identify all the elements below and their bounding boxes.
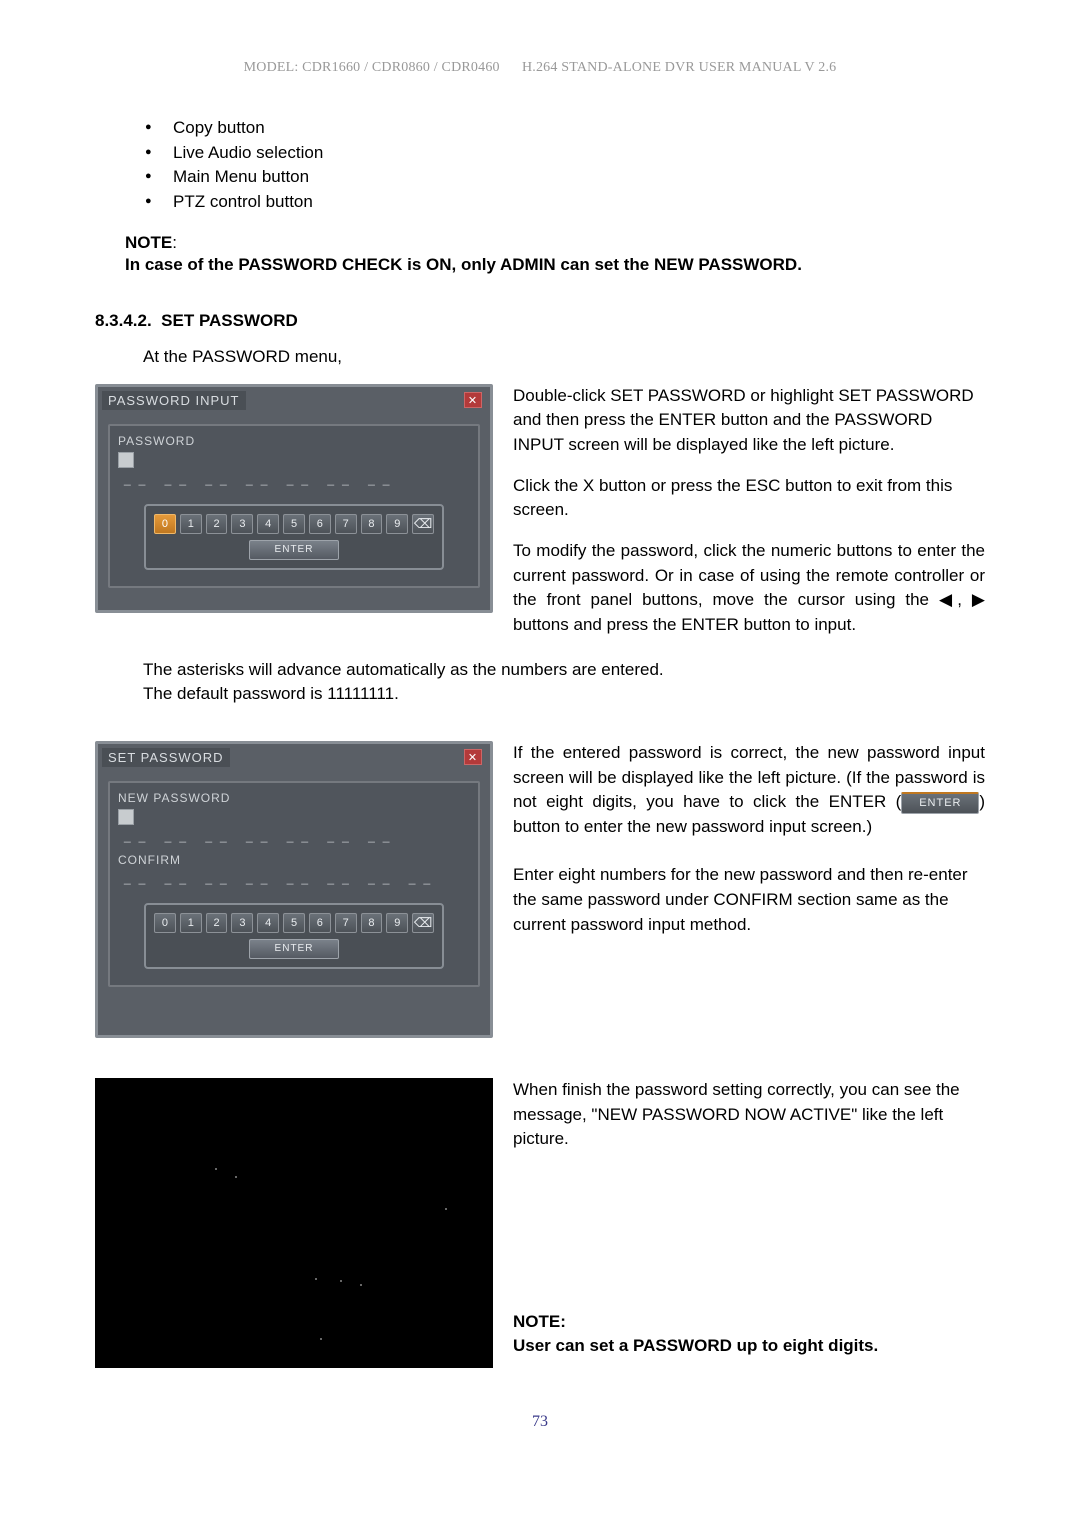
note-label: NOTE xyxy=(125,233,172,252)
after-1: The asterisks will advance automatically… xyxy=(143,660,664,679)
paragraph-5: Enter eight numbers for the new password… xyxy=(513,863,985,937)
paragraph-2: Click the X button or press the ESC butt… xyxy=(513,474,985,523)
enter-chip: ENTER xyxy=(901,792,979,814)
key-1[interactable]: 1 xyxy=(180,514,202,534)
list-item: PTZ control button xyxy=(145,190,985,215)
enter-button[interactable]: ENTER xyxy=(249,540,339,560)
result-screenshot xyxy=(95,1078,493,1368)
set-password-dialog: SET PASSWORD ✕ NEW PASSWORD __ __ __ __ … xyxy=(95,741,493,1038)
key-0[interactable]: 0 xyxy=(154,514,176,534)
key-6[interactable]: 6 xyxy=(309,514,331,534)
key-backspace[interactable]: ⌫ xyxy=(412,514,434,534)
key-6[interactable]: 6 xyxy=(309,913,331,933)
dialog-title: PASSWORD INPUT xyxy=(102,391,246,410)
feature-bullets: Copy button Live Audio selection Main Me… xyxy=(145,116,985,215)
key-8[interactable]: 8 xyxy=(361,913,383,933)
enter-button[interactable]: ENTER xyxy=(249,939,339,959)
note-label: NOTE: xyxy=(513,1312,566,1331)
key-7[interactable]: 7 xyxy=(335,514,357,534)
password-dashes: __ __ __ __ __ __ __ xyxy=(124,472,470,486)
close-icon[interactable]: ✕ xyxy=(464,392,482,408)
key-2[interactable]: 2 xyxy=(206,913,228,933)
key-8[interactable]: 8 xyxy=(361,514,383,534)
keypad: 0 1 2 3 4 5 6 7 8 9 ⌫ ENTER xyxy=(144,903,444,969)
dialog-body: PASSWORD __ __ __ __ __ __ __ 0 1 2 3 4 … xyxy=(108,424,480,588)
manual-title: H.264 STAND-ALONE DVR USER MANUAL V 2.6 xyxy=(522,60,836,75)
close-icon[interactable]: ✕ xyxy=(464,749,482,765)
list-item: Main Menu button xyxy=(145,165,985,190)
note-block-2: NOTE: User can set a PASSWORD up to eigh… xyxy=(513,1310,985,1359)
after-2: The default password is 11111111. xyxy=(143,684,399,703)
note-body: User can set a PASSWORD up to eight digi… xyxy=(513,1334,985,1359)
note-body: In case of the PASSWORD CHECK is ON, onl… xyxy=(125,255,802,274)
password-label: PASSWORD xyxy=(118,434,470,448)
cursor-box xyxy=(118,452,134,468)
key-3[interactable]: 3 xyxy=(231,913,253,933)
key-1[interactable]: 1 xyxy=(180,913,202,933)
key-9[interactable]: 9 xyxy=(386,514,408,534)
key-4[interactable]: 4 xyxy=(257,913,279,933)
paragraph-3: To modify the password, click the numeri… xyxy=(513,539,985,638)
new-password-label: NEW PASSWORD xyxy=(118,791,470,805)
model-text: MODEL: CDR1660 / CDR0860 / CDR0460 xyxy=(244,60,500,75)
confirm-label: CONFIRM xyxy=(118,853,470,867)
key-9[interactable]: 9 xyxy=(386,913,408,933)
key-backspace[interactable]: ⌫ xyxy=(412,913,434,933)
intro-line: At the PASSWORD menu, xyxy=(143,345,985,370)
section-title: SET PASSWORD xyxy=(161,311,298,330)
dialog-title: SET PASSWORD xyxy=(102,748,230,767)
key-5[interactable]: 5 xyxy=(283,913,305,933)
paragraph-1: Double-click SET PASSWORD or highlight S… xyxy=(513,384,985,458)
paragraph-4: If the entered password is correct, the … xyxy=(513,741,985,840)
cursor-box xyxy=(118,809,134,825)
section-heading: 8.3.4.2. SET PASSWORD xyxy=(95,311,985,331)
password-input-dialog: PASSWORD INPUT ✕ PASSWORD __ __ __ __ __… xyxy=(95,384,493,613)
page-header: MODEL: CDR1660 / CDR0860 / CDR0460 H.264… xyxy=(95,60,985,76)
section-number: 8.3.4.2. xyxy=(95,311,152,330)
password-field[interactable] xyxy=(118,452,470,468)
key-3[interactable]: 3 xyxy=(231,514,253,534)
list-item: Copy button xyxy=(145,116,985,141)
key-0[interactable]: 0 xyxy=(154,913,176,933)
page-number: 73 xyxy=(95,1413,985,1431)
keypad: 0 1 2 3 4 5 6 7 8 9 ⌫ ENTER xyxy=(144,504,444,570)
paragraph-6: When finish the password setting correct… xyxy=(513,1078,985,1152)
new-password-field[interactable] xyxy=(118,809,470,825)
note-block-1: NOTE: In case of the PASSWORD CHECK is O… xyxy=(125,233,985,278)
key-2[interactable]: 2 xyxy=(206,514,228,534)
new-password-dashes: __ __ __ __ __ __ __ xyxy=(124,829,470,843)
key-7[interactable]: 7 xyxy=(335,913,357,933)
dialog-body: NEW PASSWORD __ __ __ __ __ __ __ CONFIR… xyxy=(108,781,480,987)
list-item: Live Audio selection xyxy=(145,141,985,166)
key-4[interactable]: 4 xyxy=(257,514,279,534)
confirm-dashes: __ __ __ __ __ __ __ __ xyxy=(124,871,470,885)
key-5[interactable]: 5 xyxy=(283,514,305,534)
after-paragraphs: The asterisks will advance automatically… xyxy=(143,658,985,707)
